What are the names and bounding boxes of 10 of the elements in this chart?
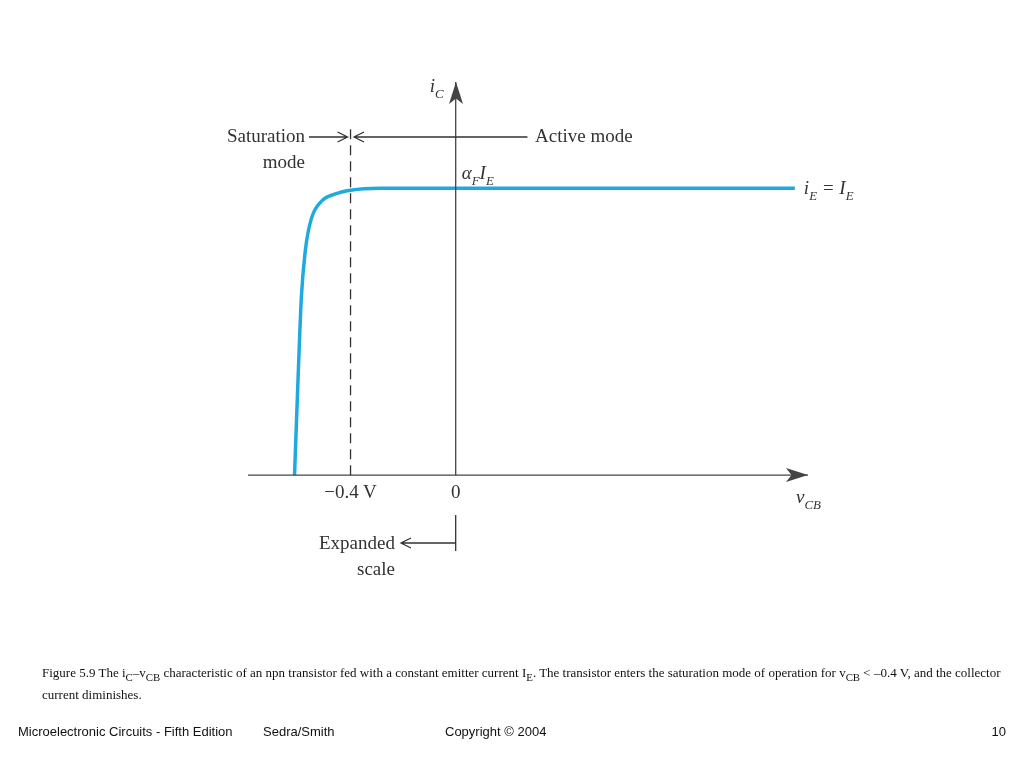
text: Active mode — [535, 124, 633, 148]
text: Expanded scale — [318, 531, 395, 581]
text: Copyright © 2004 — [445, 724, 547, 739]
text: 10 — [991, 724, 1006, 739]
text: Sedra/Smith — [263, 724, 335, 739]
text: Figure 5.9 The i$_{C}$–v$_{CB}$ characteristic of an npn transistor fed with a constant emitter current I$_{E}$. The transistor enters the saturation mode of operation for v$_{CB}$ < –0.4 V, and the collector current diminishes. — [42, 665, 1001, 702]
text: Saturation mode — [225, 124, 305, 174]
x-tick-label: 0 — [450, 480, 461, 502]
x-tick-label: −0.4 V — [324, 480, 378, 502]
text: Microelectronic Circuits - Fifth Edition — [18, 724, 233, 739]
